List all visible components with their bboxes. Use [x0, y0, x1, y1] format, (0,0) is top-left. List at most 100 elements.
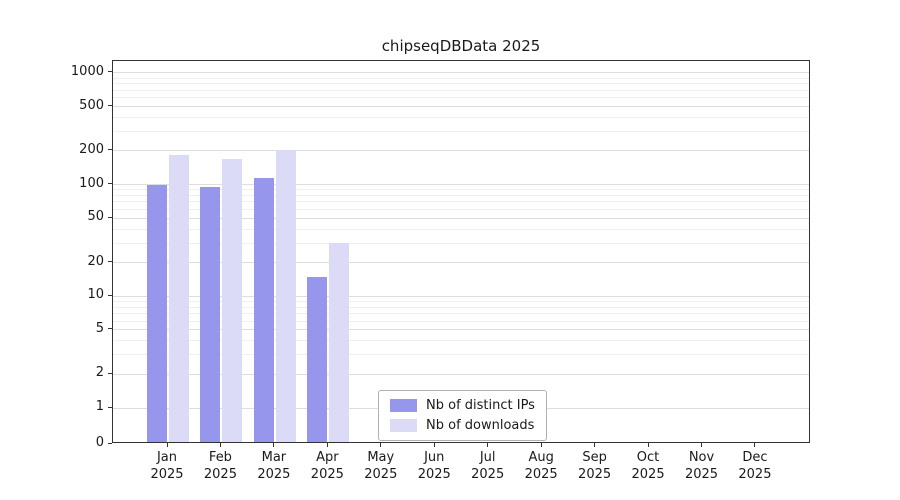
- x-tick-year-mar: 2025: [257, 467, 291, 482]
- gridline-minor-800: [113, 83, 809, 85]
- x-tick-year-aug: 2025: [524, 467, 558, 482]
- legend-label-nb-of-distinct-ips: Nb of distinct IPs: [426, 398, 535, 413]
- gridline-minor-80: [113, 194, 809, 196]
- x-tick-mark-nov: [701, 443, 702, 447]
- y-tick-label-500: 500: [79, 97, 104, 113]
- y-tick-mark-5: [108, 328, 112, 330]
- gridline-50: [113, 217, 809, 219]
- legend-item-nb-of-distinct-ips: Nb of distinct IPs: [390, 398, 535, 413]
- x-tick-year-jan: 2025: [150, 467, 184, 482]
- x-tick-month-nov: Nov: [688, 450, 715, 465]
- y-tick-mark-1: [108, 406, 112, 408]
- x-tick-month-jul: Jul: [479, 450, 496, 465]
- x-tick-month-dec: Dec: [742, 450, 768, 465]
- x-tick-year-jul: 2025: [471, 467, 505, 482]
- gridline-minor-30: [113, 242, 809, 244]
- x-tick-mark-sep: [594, 443, 596, 447]
- legend: Nb of distinct IPs Nb of downloads: [378, 390, 547, 441]
- gridline-10: [113, 295, 809, 297]
- bar-jan-nb-of-distinct-ips: [147, 184, 167, 442]
- gridline-minor-900: [113, 77, 809, 79]
- gridline-minor-8: [113, 306, 809, 308]
- chart-title: chipseqDBData 2025: [381, 37, 541, 55]
- x-tick-mark-dec: [754, 443, 756, 447]
- bar-feb-nb-of-downloads: [222, 158, 243, 442]
- bar-mar-nb-of-downloads: [275, 149, 296, 442]
- x-tick-mark-oct: [647, 443, 649, 447]
- x-tick-year-feb: 2025: [203, 467, 237, 482]
- y-tick-mark-50: [108, 216, 112, 218]
- gridline-minor-40: [113, 228, 809, 230]
- x-tick-year-dec: 2025: [738, 467, 772, 482]
- bar-feb-nb-of-distinct-ips: [200, 187, 221, 442]
- y-tick-label-10: 10: [87, 287, 104, 303]
- gridline-minor-9: [113, 300, 809, 302]
- x-tick-mark-jan: [166, 443, 168, 447]
- x-tick-mark-may: [380, 443, 382, 447]
- y-tick-mark-100: [108, 183, 112, 185]
- y-tick-mark-1000: [108, 71, 112, 73]
- bar-apr-nb-of-downloads: [329, 243, 350, 442]
- y-tick-mark-0: [108, 442, 112, 444]
- y-tick-label-1: 1: [95, 399, 104, 414]
- x-tick-month-jun: Jun: [424, 450, 445, 465]
- x-tick-label-oct: Oct 2025: [616, 449, 680, 483]
- gridline-minor-6: [113, 320, 809, 322]
- x-tick-year-nov: 2025: [684, 467, 719, 482]
- x-tick-year-may: 2025: [364, 467, 398, 482]
- x-tick-label-sep: Sep 2025: [563, 449, 627, 483]
- y-tick-label-20: 20: [87, 253, 104, 269]
- legend-item-nb-of-downloads: Nb of downloads: [390, 418, 535, 433]
- y-tick-mark-10: [108, 294, 112, 296]
- x-tick-label-feb: Feb 2025: [188, 449, 252, 483]
- gridline-minor-700: [113, 89, 809, 91]
- x-tick-month-oct: Oct: [636, 450, 660, 465]
- legend-label-nb-of-downloads: Nb of downloads: [426, 418, 535, 433]
- gridline-2: [113, 373, 809, 375]
- gridline-minor-7: [113, 313, 809, 315]
- bar-mar-nb-of-distinct-ips: [253, 177, 274, 442]
- plot-area: [112, 60, 810, 443]
- x-tick-month-may: May: [367, 450, 395, 465]
- x-tick-year-sep: 2025: [578, 467, 612, 482]
- gridline-minor-4: [113, 340, 809, 342]
- x-tick-label-nov: Nov 2025: [670, 449, 734, 483]
- x-tick-mark-jun: [433, 443, 435, 447]
- gridline-200: [113, 150, 809, 152]
- x-tick-mark-apr: [326, 443, 328, 447]
- y-tick-label-200: 200: [79, 141, 104, 157]
- x-tick-year-apr: 2025: [310, 467, 344, 482]
- gridline-20: [113, 262, 809, 264]
- x-tick-mark-jul: [487, 443, 489, 447]
- gridline-minor-90: [113, 189, 809, 191]
- legend-swatch-nb-of-downloads: [390, 419, 417, 432]
- x-tick-label-jul: Jul 2025: [456, 449, 520, 483]
- x-tick-label-may: May 2025: [349, 449, 413, 483]
- y-tick-mark-2: [108, 372, 112, 374]
- x-tick-label-dec: Dec 2025: [723, 449, 787, 483]
- y-tick-label-0: 0: [95, 435, 104, 450]
- x-tick-year-jun: 2025: [417, 467, 451, 482]
- x-tick-month-apr: Apr: [316, 450, 339, 465]
- y-tick-label-100: 100: [79, 175, 104, 191]
- x-tick-month-aug: Aug: [528, 450, 554, 465]
- x-tick-month-mar: Mar: [261, 450, 287, 465]
- x-tick-label-mar: Mar 2025: [242, 449, 306, 483]
- x-tick-label-aug: Aug 2025: [509, 449, 573, 483]
- legend-swatch-nb-of-distinct-ips: [390, 399, 417, 412]
- y-tick-mark-20: [108, 261, 112, 263]
- bar-jan-nb-of-downloads: [169, 154, 189, 442]
- x-tick-mark-mar: [273, 443, 275, 447]
- y-tick-label-5: 5: [95, 320, 104, 336]
- x-tick-year-oct: 2025: [631, 467, 665, 482]
- gridline-minor-600: [113, 97, 809, 99]
- gridline-minor-300: [113, 130, 809, 132]
- bar-apr-nb-of-distinct-ips: [307, 276, 328, 442]
- x-tick-mark-feb: [219, 443, 221, 447]
- x-tick-label-jun: Jun 2025: [402, 449, 466, 483]
- gridline-minor-400: [113, 116, 809, 118]
- gridline-minor-70: [113, 201, 809, 203]
- y-tick-label-50: 50: [87, 209, 104, 225]
- gridline-1000: [113, 72, 809, 74]
